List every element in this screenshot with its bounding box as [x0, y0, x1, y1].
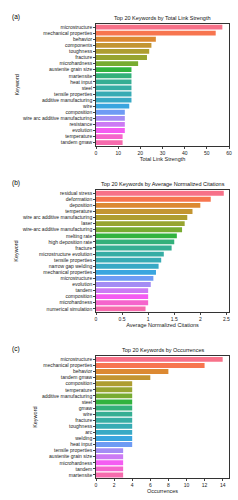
- svg-text:welding: welding: [75, 435, 92, 441]
- svg-text:heat input: heat input: [70, 79, 93, 85]
- svg-text:components: components: [65, 42, 93, 48]
- svg-text:microstructure: microstructure: [61, 275, 93, 281]
- svg-text:60: 60: [226, 150, 232, 156]
- svg-text:1.5: 1.5: [171, 316, 178, 322]
- svg-text:tensile properties: tensile properties: [54, 447, 93, 453]
- svg-text:high deposition rate: high deposition rate: [49, 239, 93, 245]
- svg-text:mechanical properties: mechanical properties: [43, 30, 92, 36]
- svg-text:Total Link Strength: Total Link Strength: [140, 156, 186, 162]
- svg-text:wire arc additive manufacturin: wire arc additive manufacturing: [23, 115, 92, 121]
- svg-text:microhardness: microhardness: [59, 60, 92, 66]
- svg-text:fracture: fracture: [75, 245, 92, 251]
- svg-text:Average Normalized Citations: Average Normalized Citations: [126, 322, 199, 328]
- svg-text:8: 8: [167, 482, 170, 488]
- svg-text:6: 6: [149, 482, 152, 488]
- svg-text:2: 2: [199, 316, 202, 322]
- svg-text:behavior: behavior: [73, 36, 93, 42]
- svg-text:laser: laser: [81, 220, 92, 226]
- svg-text:2: 2: [113, 482, 116, 488]
- svg-text:14: 14: [220, 482, 226, 488]
- svg-text:wire: wire: [83, 103, 92, 109]
- svg-text:20: 20: [138, 150, 144, 156]
- svg-text:mechanical properties: mechanical properties: [43, 269, 92, 275]
- svg-text:wire: wire: [83, 411, 92, 417]
- svg-text:microhardness: microhardness: [59, 299, 92, 305]
- svg-text:Occurrences: Occurrences: [147, 488, 178, 494]
- svg-text:Top 20 Keywords by Occurrences: Top 20 Keywords by Occurrences: [122, 347, 204, 353]
- svg-text:temperature: temperature: [65, 133, 92, 139]
- svg-text:tandem: tandem: [76, 466, 93, 472]
- svg-text:steel: steel: [82, 85, 93, 91]
- svg-text:additive manufacturing: additive manufacturing: [42, 97, 93, 103]
- svg-text:wire arc additive manufacturin: wire arc additive manufacturing: [23, 214, 92, 220]
- svg-text:Keyword: Keyword: [13, 240, 19, 261]
- svg-text:1: 1: [147, 316, 150, 322]
- svg-text:evolution: evolution: [72, 281, 92, 287]
- svg-text:0: 0: [95, 150, 98, 156]
- svg-text:fracture: fracture: [75, 54, 92, 60]
- svg-text:0: 0: [95, 316, 98, 322]
- svg-text:arc: arc: [85, 429, 92, 435]
- svg-text:wire-arc additive manufacturin: wire-arc additive manufacturing: [23, 226, 93, 232]
- svg-text:Keyword: Keyword: [14, 74, 20, 95]
- svg-text:Top 20 Keywords by Total Link: Top 20 Keywords by Total Link Strength: [114, 15, 211, 21]
- svg-text:composition: composition: [66, 293, 93, 299]
- svg-text:evolution: evolution: [72, 127, 92, 133]
- svg-text:microstructure: microstructure: [61, 356, 93, 362]
- svg-text:tensile properties: tensile properties: [54, 257, 93, 263]
- svg-text:tandem gmaw: tandem gmaw: [61, 374, 93, 380]
- svg-text:composition: composition: [66, 109, 93, 115]
- svg-text:toughness: toughness: [69, 423, 93, 429]
- svg-text:additive manufacturing: additive manufacturing: [42, 393, 93, 399]
- svg-text:(c): (c): [12, 345, 20, 353]
- svg-text:0.5: 0.5: [119, 316, 126, 322]
- svg-text:steel: steel: [82, 399, 93, 405]
- svg-text:resistance: resistance: [69, 121, 92, 127]
- svg-text:temperature: temperature: [65, 387, 92, 393]
- svg-text:microhardness: microhardness: [59, 460, 92, 466]
- svg-text:30: 30: [160, 150, 166, 156]
- svg-text:austenite grain size: austenite grain size: [49, 66, 92, 72]
- svg-text:10: 10: [184, 482, 190, 488]
- svg-text:microstructure: microstructure: [61, 24, 93, 30]
- svg-text:tandem gmaw: tandem gmaw: [61, 139, 93, 145]
- svg-text:mechanical properties: mechanical properties: [43, 362, 92, 368]
- svg-text:tensile properties: tensile properties: [54, 91, 93, 97]
- svg-text:numerical simulation: numerical simulation: [47, 306, 93, 312]
- svg-text:0: 0: [95, 482, 98, 488]
- svg-text:(b): (b): [12, 179, 20, 187]
- svg-text:behavior: behavior: [73, 368, 93, 374]
- svg-text:melting rate: melting rate: [66, 233, 92, 239]
- svg-text:40: 40: [182, 150, 188, 156]
- svg-text:2.5: 2.5: [223, 316, 230, 322]
- svg-text:martensite: martensite: [69, 73, 93, 79]
- svg-text:gmaw: gmaw: [79, 405, 93, 411]
- svg-text:composition: composition: [66, 380, 93, 386]
- svg-text:deposition: deposition: [69, 202, 92, 208]
- svg-text:(a): (a): [12, 13, 20, 21]
- svg-text:heat input: heat input: [70, 441, 93, 447]
- svg-text:narrow gap welding: narrow gap welding: [49, 263, 93, 269]
- svg-text:residual stress: residual stress: [60, 190, 93, 196]
- svg-text:toughness: toughness: [69, 48, 93, 54]
- svg-text:martensite: martensite: [69, 472, 93, 478]
- svg-text:Keyword: Keyword: [32, 406, 38, 427]
- svg-text:deformation: deformation: [66, 196, 93, 202]
- svg-text:fracture: fracture: [75, 417, 92, 423]
- svg-text:50: 50: [204, 150, 210, 156]
- svg-text:austenite grain size: austenite grain size: [49, 453, 92, 459]
- svg-text:4: 4: [131, 482, 134, 488]
- svg-text:10: 10: [115, 150, 121, 156]
- svg-text:tandem: tandem: [76, 287, 93, 293]
- svg-text:temperature: temperature: [65, 208, 92, 214]
- svg-text:Top 20 Keywords by Average Nor: Top 20 Keywords by Average Normalized Ci…: [101, 181, 225, 187]
- svg-text:microstructure evolution: microstructure evolution: [39, 251, 92, 257]
- svg-text:12: 12: [202, 482, 208, 488]
